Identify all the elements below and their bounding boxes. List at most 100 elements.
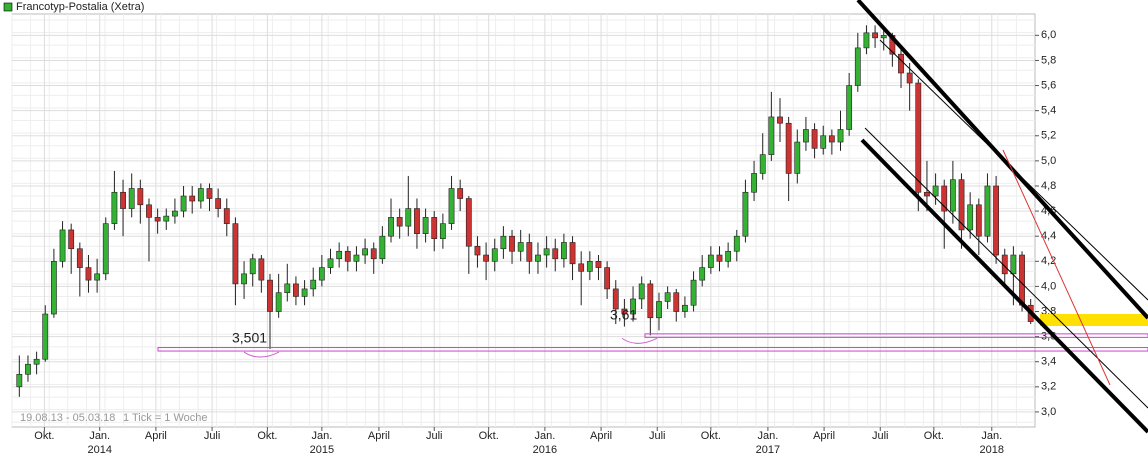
candle-body [258,258,265,281]
candle-body [50,260,57,315]
candle-body [967,204,974,231]
candle-body [535,254,541,262]
tick-note: 1 Tick = 1 Woche [123,412,207,424]
y-tick-label: 3,2 [1041,381,1056,393]
candle-body [180,195,187,212]
candle-body [76,248,83,268]
candle-body [569,242,576,265]
x-tick-label: April [145,430,167,442]
candle-body [777,116,783,124]
candle-body [915,82,922,193]
candle-body [682,304,688,312]
annotation-label: 3,61 [610,307,637,323]
candle-body [872,32,878,39]
y-tick-label: 5,2 [1041,130,1056,142]
trend-channel [856,0,1148,434]
candle-body [664,292,671,302]
year-label: 2016 [533,444,557,456]
candle-body [431,217,438,240]
candle-body [716,254,723,262]
candle-body [906,72,913,84]
x-tick-label: April [368,430,390,442]
candle-body [863,32,870,49]
candle-body [33,358,40,365]
candle-body [25,363,31,375]
candle-body [898,53,904,74]
candle-body [172,210,178,217]
candle-body [370,248,377,260]
candle-body [725,250,732,262]
year-label: 2015 [310,444,334,456]
candle-body [102,223,109,275]
candle-body [1001,254,1008,275]
candle-body [509,235,515,252]
candle-body [846,85,853,130]
candle-body [699,267,706,281]
candle-body [154,217,161,222]
y-tick-label: 5,0 [1041,155,1056,167]
candle-body [232,223,239,285]
x-tick-label: Okt. [479,430,499,442]
candle-body [189,195,196,202]
candle-body [336,250,343,260]
candle-body [638,283,645,300]
candle-body [137,188,144,206]
trend-line [879,39,1148,301]
candle-body [975,204,982,237]
year-label: 2017 [756,444,780,456]
candle-body [924,191,930,197]
candle-body [604,267,611,290]
candle-body [854,47,861,86]
candle-body [388,217,394,237]
candle-body [344,250,351,262]
candle-body [59,229,66,262]
candle-body [327,258,334,268]
candle-body [94,273,101,281]
candle-body [457,188,464,199]
x-tick-label: Jan. [757,430,778,442]
candle-body [647,283,654,319]
candle-body [733,235,740,252]
candle-body [414,208,420,234]
annotation-arc [243,351,280,358]
x-tick-label: Juli [426,430,443,442]
candle-body [422,217,429,234]
trend-line [864,127,1148,409]
candle-body [1019,254,1025,306]
candle-body [206,188,213,199]
target-line [1002,149,1111,386]
x-tick-label: Jan. [89,430,110,442]
candle-body [690,279,697,306]
x-tick-label: Juli [872,430,889,442]
x-tick-label: Juli [649,430,666,442]
candle-body [215,198,222,209]
candle-body [742,191,749,237]
candle-body [301,288,308,297]
candle-body [828,135,835,143]
candle-body [630,298,636,315]
y-tick-label: 4,0 [1041,280,1056,292]
support-line [157,347,1148,352]
candle-body [707,254,714,268]
candle-body [837,129,844,143]
candle-body [353,254,360,262]
candle-body [621,308,628,315]
year-label: 2018 [980,444,1004,456]
candle-body [267,279,273,312]
annotations: 3,501 3,61 [157,307,1148,358]
candle-body [880,35,887,39]
y-tick-label: 3,0 [1041,406,1056,418]
candle-body [241,273,247,285]
candle-body [958,179,965,231]
period-label: 19.08.13 - 05.03.18 [20,412,115,424]
legend-swatch [3,2,13,12]
candle-body [85,267,92,281]
x-tick-label: April [813,430,835,442]
candle-body [396,217,403,227]
candle-body [811,129,818,149]
annotation-label: 3,501 [232,330,267,346]
candle-body [275,292,282,312]
candle-body [128,188,135,209]
